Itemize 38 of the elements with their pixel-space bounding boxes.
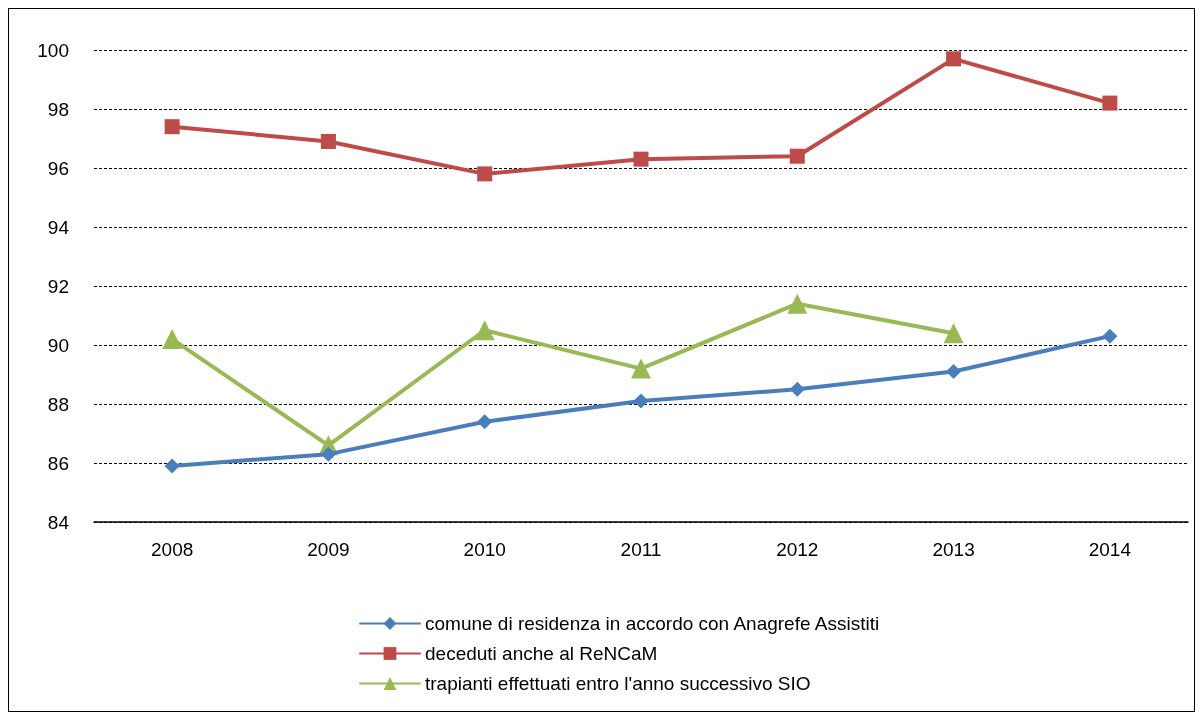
x-tick-label: 2014	[1088, 539, 1132, 560]
point	[943, 323, 964, 344]
y-tick-label: 100	[37, 39, 69, 61]
x-tick-label: 2008	[151, 539, 194, 560]
y-tick-label: 96	[47, 157, 69, 179]
point	[633, 393, 649, 409]
point	[1102, 328, 1118, 344]
x-tick-label: 2012	[776, 539, 819, 560]
y-tick-label: 86	[47, 452, 69, 474]
y-tick-label: 98	[47, 98, 69, 120]
point	[946, 51, 962, 67]
y-tick-label: 88	[47, 393, 69, 415]
point	[162, 329, 183, 350]
point	[164, 458, 180, 474]
x-tick-label: 2011	[620, 539, 662, 560]
point	[1102, 95, 1118, 111]
y-tick-label: 84	[47, 511, 70, 533]
point	[477, 166, 493, 182]
legend-label: trapianti effettuati entro l'anno successivo SIO	[425, 673, 811, 694]
point	[631, 358, 651, 379]
point	[789, 148, 805, 164]
point	[633, 151, 649, 167]
point	[789, 381, 805, 397]
legend-label: comune di residenza in accordo con Anagrefe Assistiti	[425, 613, 880, 634]
x-tick-label: 2009	[307, 539, 350, 560]
point	[164, 119, 180, 135]
y-tick-label: 94	[47, 216, 70, 238]
point	[946, 364, 962, 380]
legend-label: deceduti anche al ReNCaM	[425, 643, 658, 664]
point	[320, 133, 336, 149]
x-tick-label: 2013	[932, 539, 975, 560]
y-tick-label: 92	[47, 275, 69, 297]
x-tick-label: 2010	[463, 539, 506, 560]
point	[474, 320, 495, 341]
point	[320, 446, 336, 462]
point	[787, 293, 808, 314]
point	[477, 414, 493, 430]
y-tick-label: 90	[47, 334, 69, 356]
